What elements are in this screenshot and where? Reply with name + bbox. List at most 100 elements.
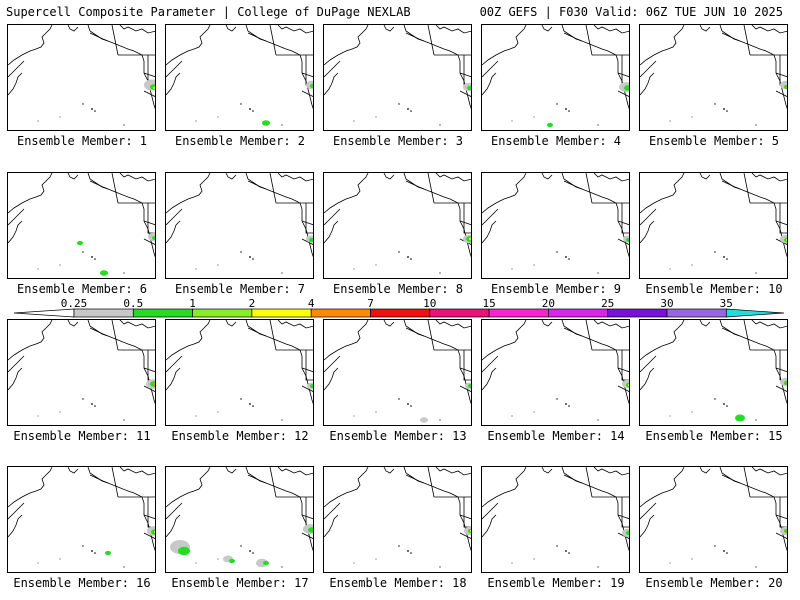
parameter-shading xyxy=(153,86,155,90)
ensemble-member-map xyxy=(165,172,314,279)
ensemble-member-label: Ensemble Member: 5 xyxy=(648,134,780,148)
colorbar-segment xyxy=(13,308,75,318)
parameter-shading xyxy=(468,383,471,389)
colorbar-segment xyxy=(488,308,549,318)
parameter-shading xyxy=(100,270,108,276)
colorbar-tick-label: 2 xyxy=(248,297,256,310)
colorbar-tick-label: 10 xyxy=(423,297,437,310)
ensemble-member-map xyxy=(323,319,472,426)
ensemble-member-label: Ensemble Member: 3 xyxy=(332,134,464,148)
parameter-shading xyxy=(77,240,83,246)
map-outline xyxy=(324,173,471,274)
parameter-shading xyxy=(464,526,471,536)
parameter-shading xyxy=(786,85,787,89)
ensemble-member-map xyxy=(639,466,788,573)
colorbar-tick-label: 25 xyxy=(601,297,615,310)
parameter-shading xyxy=(229,558,235,564)
colorbar-tick-label: 0.25 xyxy=(60,297,88,310)
parameter-shading xyxy=(786,238,787,242)
parameter-shading xyxy=(624,85,629,91)
ensemble-member-label: Ensemble Member: 9 xyxy=(490,282,622,296)
ensemble-member-label: Ensemble Member: 20 xyxy=(645,576,783,590)
parameter-shading xyxy=(262,120,270,126)
map-outline xyxy=(640,320,787,422)
ensemble-member-map xyxy=(7,466,156,573)
ensemble-member-map xyxy=(323,172,472,279)
parameter-shading xyxy=(469,237,471,241)
parameter-shading xyxy=(735,414,745,422)
map-outline xyxy=(482,25,629,128)
parameter-shading xyxy=(470,529,471,533)
ensemble-member-map xyxy=(481,172,630,279)
ensemble-member-map xyxy=(481,466,630,573)
map-outline xyxy=(8,467,155,568)
colorbar-tick-label: 4 xyxy=(307,297,315,310)
map-outline xyxy=(324,25,471,126)
header-valid-time: 00Z GEFS | F030 Valid: 06Z TUE JUN 10 20… xyxy=(479,5,783,19)
colorbar-tick-label: 1 xyxy=(189,297,196,310)
map-outline xyxy=(166,173,313,274)
colorbar-segment xyxy=(429,308,490,318)
parameter-shading xyxy=(105,550,111,556)
ensemble-member-map xyxy=(165,319,314,426)
ensemble-member-map xyxy=(481,24,630,131)
parameter-shading xyxy=(310,383,313,389)
parameter-shading xyxy=(256,558,268,568)
colorbar-segment xyxy=(548,308,609,318)
parameter-shading xyxy=(150,381,155,387)
colorbar-tick-label: 20 xyxy=(541,297,556,310)
map-outline xyxy=(640,173,787,274)
ensemble-member-label: Ensemble Member: 7 xyxy=(174,282,306,296)
parameter-shading xyxy=(784,380,787,386)
color-scale-legend: 0.25 0.5 1 2 4 7 10 15 20 25 30 35 xyxy=(6,298,792,320)
ensemble-member-map xyxy=(639,24,788,131)
color-scale-bar xyxy=(13,308,785,318)
colorbar-tick-label: 30 xyxy=(660,297,674,310)
header-title: Supercell Composite Parameter | College … xyxy=(6,5,411,19)
parameter-shading xyxy=(784,528,787,534)
map-outline xyxy=(8,25,155,126)
ensemble-member-map xyxy=(323,24,472,131)
colorbar-segment xyxy=(370,308,431,318)
parameter-shading xyxy=(154,530,155,534)
parameter-shading xyxy=(310,83,313,89)
parameter-shading xyxy=(467,85,471,91)
parameter-shading xyxy=(780,526,787,536)
parameter-shading xyxy=(263,560,269,566)
parameter-shading xyxy=(468,528,471,534)
colorbar-segment xyxy=(192,308,253,318)
colorbar-tick-label: 35 xyxy=(719,297,733,310)
map-outline xyxy=(482,173,629,274)
ensemble-member-label: Ensemble Member: 6 xyxy=(16,282,148,296)
parameter-shading xyxy=(151,529,155,535)
map-outline xyxy=(166,467,313,568)
ensemble-member-map xyxy=(7,24,156,131)
colorbar-segment xyxy=(251,308,312,318)
ensemble-member-label: Ensemble Member: 13 xyxy=(329,429,467,443)
parameter-shading xyxy=(152,235,155,241)
colorbar-segment xyxy=(73,308,134,318)
parameter-shading xyxy=(153,382,155,386)
parameter-shading xyxy=(547,122,553,128)
colorbar-tick-label: 15 xyxy=(482,297,496,310)
parameter-shading xyxy=(308,527,313,533)
parameter-shading xyxy=(628,383,629,387)
map-outline xyxy=(166,320,313,421)
ensemble-member-label: Ensemble Member: 17 xyxy=(171,576,309,590)
parameter-shading xyxy=(786,529,787,533)
map-outline xyxy=(324,320,471,423)
map-outline xyxy=(482,467,629,568)
colorbar-segment xyxy=(725,308,785,318)
map-outline xyxy=(640,25,787,126)
ensemble-member-label: Ensemble Member: 14 xyxy=(487,429,625,443)
parameter-shading xyxy=(622,528,629,538)
colorbar-tick-label: 0.5 xyxy=(123,297,144,310)
colorbar-segment xyxy=(132,308,193,318)
parameter-shading xyxy=(784,84,787,90)
map-outline xyxy=(640,467,787,568)
colorbar-segment xyxy=(310,308,371,318)
parameter-shading xyxy=(626,530,629,536)
ensemble-member-label: Ensemble Member: 11 xyxy=(13,429,151,443)
ensemble-member-label: Ensemble Member: 12 xyxy=(171,429,309,443)
parameter-shading xyxy=(178,546,190,556)
